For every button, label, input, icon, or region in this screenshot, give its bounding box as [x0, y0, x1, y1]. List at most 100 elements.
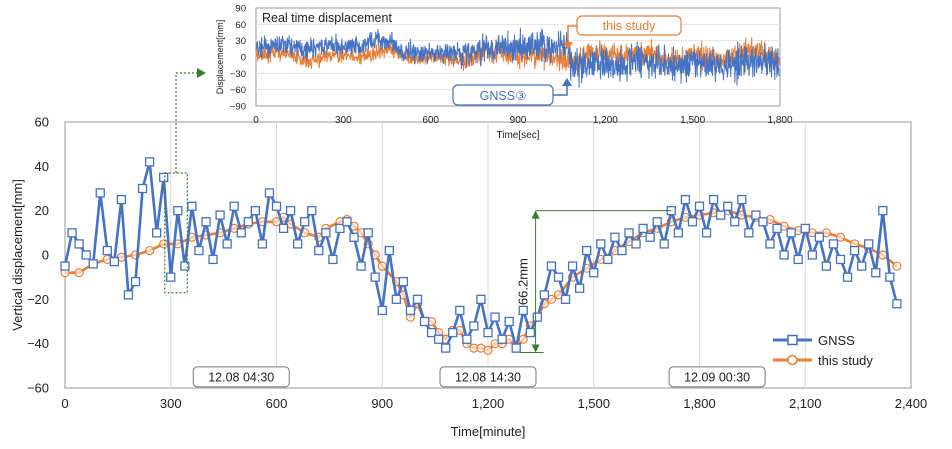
arrowhead-icon — [562, 78, 572, 86]
data-point — [173, 206, 183, 216]
data-point — [878, 206, 888, 216]
inset-x-tick-labels: 0 300 600 900 1,200 1,500 1,800 — [253, 115, 793, 126]
data-point — [116, 194, 127, 205]
x-tick-label: 600 — [266, 396, 288, 411]
highlight-connector-arrow — [175, 72, 198, 173]
data-point — [772, 223, 782, 234]
data-point — [60, 261, 70, 271]
data-point — [871, 268, 881, 278]
inset-y-tick-label: 60 — [235, 20, 246, 31]
data-point — [617, 245, 627, 256]
y-tick-label: −40 — [27, 336, 49, 351]
data-point — [67, 228, 77, 238]
data-point — [377, 305, 387, 316]
data-point — [300, 217, 310, 227]
data-point — [892, 299, 902, 309]
data-point — [159, 172, 169, 183]
legend-this-study-label: this study — [818, 353, 873, 368]
data-point — [433, 334, 444, 344]
data-point — [229, 201, 239, 211]
data-point — [208, 254, 218, 265]
y-tick-label: 20 — [35, 203, 49, 218]
data-point — [560, 294, 571, 304]
inset-this-study-tag-label: this study — [603, 19, 657, 33]
arrowhead-icon — [531, 210, 540, 219]
y-tick-label: 0 — [42, 248, 49, 263]
data-point — [539, 290, 550, 300]
data-point — [892, 261, 902, 271]
inset-x-tick-label: 0 — [253, 115, 259, 126]
data-point — [144, 157, 155, 167]
inset-gnss-pointer — [553, 84, 568, 96]
data-point — [74, 239, 84, 249]
x-tick-label: 2,400 — [895, 396, 928, 411]
data-point — [419, 316, 430, 327]
x-tick-label: 300 — [160, 396, 182, 411]
data-point — [462, 334, 472, 344]
data-point — [673, 228, 683, 238]
data-point — [483, 345, 493, 355]
data-point — [821, 261, 832, 271]
data-point — [610, 232, 620, 242]
data-point — [194, 245, 204, 256]
data-point — [786, 228, 796, 238]
data-point — [145, 245, 155, 256]
inset-y-axis-label: Displacement[mm] — [215, 20, 225, 95]
legend-square-marker-icon — [787, 334, 798, 346]
data-point — [659, 239, 669, 249]
main-legend: GNSS this study — [773, 333, 873, 368]
data-point — [278, 223, 289, 234]
data-point — [328, 254, 338, 265]
data-point — [504, 316, 514, 327]
data-point — [137, 183, 148, 194]
data-point — [744, 228, 754, 238]
data-point — [779, 250, 789, 260]
inset-series-this-study — [255, 36, 781, 73]
data-point — [758, 217, 768, 227]
inset-x-tick-label: 1,500 — [680, 115, 705, 126]
data-point — [553, 272, 564, 282]
data-point — [518, 334, 528, 344]
data-point — [271, 201, 282, 211]
data-point — [680, 194, 691, 205]
data-point — [349, 232, 359, 242]
data-point — [102, 245, 112, 256]
time-annotation-box — [192, 366, 290, 388]
data-point — [582, 245, 592, 256]
range-marker-66mm: 66.2mm — [516, 210, 672, 354]
data-point — [575, 283, 585, 293]
inset-y-tick-label: 30 — [235, 36, 246, 47]
data-point — [151, 228, 162, 238]
y-tick-label: −60 — [27, 381, 49, 396]
data-point — [849, 245, 860, 256]
data-point — [708, 194, 719, 205]
data-point — [363, 228, 373, 238]
data-point — [828, 239, 839, 249]
main-chart: 60 40 20 0 −20 −40 −60 0 300 600 900 1,200 1,500 1,8… — [10, 68, 927, 439]
time-annotation-box — [668, 366, 766, 388]
data-point — [448, 327, 458, 338]
data-point — [292, 239, 303, 249]
data-point — [201, 217, 211, 227]
main-y-tick-labels: 60 40 20 0 −20 −40 −60 — [27, 115, 49, 396]
data-point — [166, 272, 176, 282]
data-point — [469, 321, 479, 331]
data-point — [314, 245, 324, 256]
x-tick-label: 1,800 — [683, 396, 716, 411]
data-point — [356, 261, 366, 271]
arrowhead-icon — [197, 68, 206, 78]
data-point — [687, 217, 698, 227]
data-point — [307, 206, 317, 216]
data-point — [885, 272, 895, 282]
data-point — [793, 254, 803, 265]
inset-y-tick-labels: 90 60 30 0 −30 −60 −90 — [230, 4, 246, 113]
y-tick-label: 40 — [35, 159, 49, 174]
data-point — [187, 201, 197, 211]
data-point — [264, 188, 275, 198]
data-point — [511, 343, 521, 353]
data-point — [441, 343, 451, 353]
main-grid — [170, 122, 806, 388]
data-point — [95, 188, 105, 198]
data-point — [645, 232, 655, 242]
